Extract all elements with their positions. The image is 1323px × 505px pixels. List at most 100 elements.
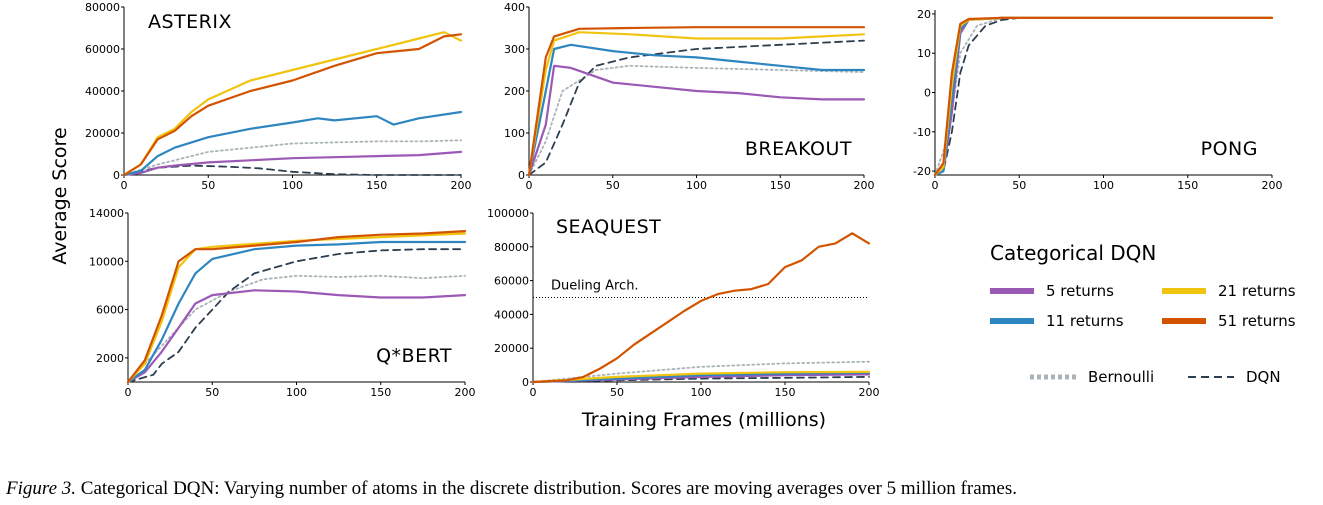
series-line-51-returns xyxy=(933,16,1274,177)
x-tick-label: 50 xyxy=(201,179,215,192)
series-line-11-returns xyxy=(122,110,463,177)
series-line-11-returns xyxy=(126,240,467,384)
x-axis-label: Training Frames (millions) xyxy=(581,409,826,431)
figure-caption: Figure 3. Categorical DQN: Varying numbe… xyxy=(6,478,1321,500)
y-tick-label: 200 xyxy=(504,85,525,98)
y-tick-label: 0 xyxy=(113,169,120,182)
y-tick-label: 10 xyxy=(917,47,931,60)
y-tick-label: 20000 xyxy=(494,342,529,355)
x-tick-label: 50 xyxy=(610,386,624,399)
y-tick-label: 20000 xyxy=(85,127,120,140)
panel-q-bert: 0 50 100 150 200 2000 6000 10000 14000 Q*BERT xyxy=(89,207,476,399)
y-tick-label: 60000 xyxy=(494,275,529,288)
y-tick-label: 0 xyxy=(518,169,525,182)
caption-text: Categorical DQN: Varying number of atoms… xyxy=(80,478,1017,499)
y-tick-label: 80000 xyxy=(85,1,120,14)
y-tick-label: 100 xyxy=(504,127,525,140)
x-tick-label: 0 xyxy=(932,179,939,192)
y-tick-label: 20 xyxy=(917,8,931,21)
x-tick-label: 50 xyxy=(1012,179,1026,192)
x-tick-label: 100 xyxy=(691,386,712,399)
y-tick-label: 40000 xyxy=(85,85,120,98)
panel-pong: 0 50 100 150 200 -20 -10 0 10 20 PONG xyxy=(913,8,1282,192)
series-line-11-returns xyxy=(531,371,871,384)
y-tick-label: 100000 xyxy=(487,207,529,220)
reference-label: Dueling Arch. xyxy=(551,279,639,294)
series-line-51-returns xyxy=(527,26,866,177)
series-line-11-returns xyxy=(527,43,866,177)
series-line-5-returns xyxy=(122,150,463,177)
y-tick-label: 10000 xyxy=(89,255,124,268)
series-line-dqn xyxy=(532,376,870,383)
panels: 0 50 100 150 200020000400006000080000ASTERIX… xyxy=(85,1,1283,399)
legend: Categorical DQN 5 returns 21 returns 11 re… xyxy=(990,241,1296,386)
panel-title: Q*BERT xyxy=(376,345,452,367)
legend-item-dqn: DQN xyxy=(1188,368,1281,386)
y-tick-label: 80000 xyxy=(494,241,529,254)
y-tick-label: 60000 xyxy=(85,43,120,56)
series-line-21-returns xyxy=(122,31,463,177)
x-tick-label: 150 xyxy=(770,179,791,192)
series-line-21-returns xyxy=(531,370,871,384)
panel-seaquest: 0 50 100 150 200 0 20000 40000 60000 80000 100000 D… xyxy=(487,207,880,399)
x-tick-label: 100 xyxy=(286,386,307,399)
x-tick-label: 200 xyxy=(854,179,875,192)
x-tick-label: 200 xyxy=(859,386,880,399)
x-tick-label: 150 xyxy=(775,386,796,399)
caption-label: Figure 3. xyxy=(6,478,77,499)
x-tick-label: 200 xyxy=(455,386,476,399)
legend-item-11-returns: 11 returns xyxy=(990,312,1124,330)
legend-label: 21 returns xyxy=(1218,282,1296,300)
y-tick-label: 0 xyxy=(522,376,529,389)
legend-label: 5 returns xyxy=(1046,282,1114,300)
legend-item-5-returns: 5 returns xyxy=(990,282,1114,300)
x-tick-label: 50 xyxy=(606,179,620,192)
legend-item-51-returns: 51 returns xyxy=(1162,312,1296,330)
series-line-5-returns xyxy=(126,289,467,384)
panel-asterix: 0 50 100 150 200 0 20000 40000 60000 80000 ASTERIX xyxy=(85,1,472,192)
x-tick-label: 100 xyxy=(282,179,303,192)
x-tick-label: 0 xyxy=(125,386,132,399)
series-line-dqn xyxy=(127,248,466,383)
x-tick-label: 150 xyxy=(1177,179,1198,192)
y-axis-label: Average Score xyxy=(49,127,71,264)
panel-title: PONG xyxy=(1201,138,1258,160)
series-line-bernoulli xyxy=(934,17,1273,176)
series-line-21-returns xyxy=(527,31,866,177)
series-line-dqn xyxy=(123,164,462,176)
series-line-51-returns xyxy=(122,33,463,177)
legend-label: DQN xyxy=(1246,368,1281,386)
y-tick-label: 400 xyxy=(504,1,525,14)
legend-label: Bernoulli xyxy=(1088,368,1154,386)
x-tick-label: 200 xyxy=(1262,179,1283,192)
y-tick-label: 6000 xyxy=(96,304,124,317)
y-tick-label: 300 xyxy=(504,43,525,56)
legend-label: 51 returns xyxy=(1218,312,1296,330)
legend-item-bernoulli: Bernoulli xyxy=(1030,368,1154,386)
y-tick-label: -10 xyxy=(913,126,931,139)
legend-title: Categorical DQN xyxy=(990,241,1156,265)
x-tick-label: 100 xyxy=(1093,179,1114,192)
x-tick-label: 150 xyxy=(366,179,387,192)
x-tick-label: 0 xyxy=(526,179,533,192)
x-tick-label: 150 xyxy=(370,386,391,399)
y-tick-label: 40000 xyxy=(494,308,529,321)
series-line-bernoulli xyxy=(123,139,462,176)
x-tick-label: 0 xyxy=(121,179,128,192)
series-line-5-returns xyxy=(527,64,866,177)
y-tick-label: 14000 xyxy=(89,207,124,220)
panel-title: ASTERIX xyxy=(148,11,232,33)
panel-breakout: 0 50 100 150 200 0 100 200 300 400 BREAKOUT xyxy=(504,1,875,192)
y-tick-label: 0 xyxy=(924,87,931,100)
x-tick-label: 100 xyxy=(686,179,707,192)
series-line-51-returns xyxy=(531,232,871,384)
legend-item-21-returns: 21 returns xyxy=(1162,282,1296,300)
legend-label: 11 returns xyxy=(1046,312,1124,330)
panel-title: SEAQUEST xyxy=(556,216,661,238)
series-line-51-returns xyxy=(126,230,467,384)
series-line-bernoulli xyxy=(532,360,870,383)
x-tick-label: 50 xyxy=(205,386,219,399)
series-line-bernoulli xyxy=(528,64,865,176)
x-tick-label: 200 xyxy=(451,179,472,192)
